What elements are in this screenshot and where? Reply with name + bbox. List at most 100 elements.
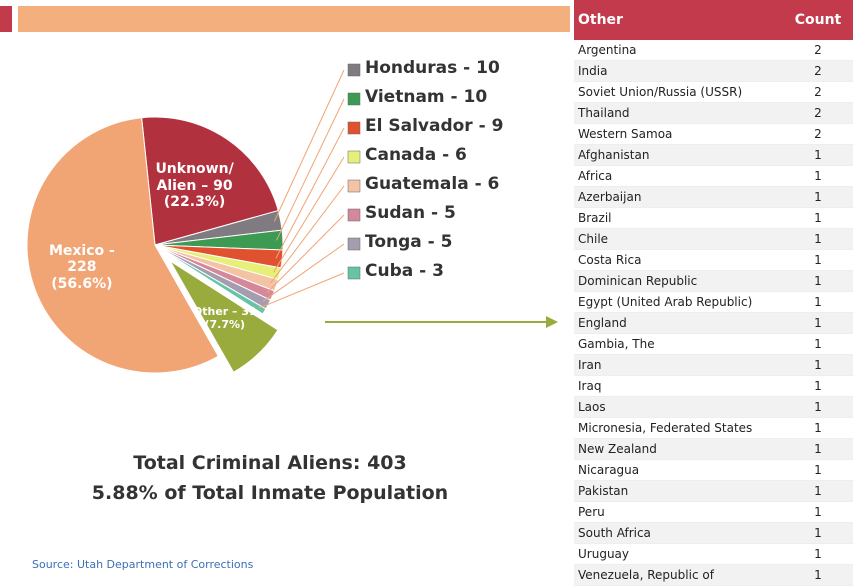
table-cell: 1: [814, 295, 822, 309]
table-cell: Thailand: [578, 106, 630, 120]
table-cell: 1: [814, 190, 822, 204]
table-cell: 1: [814, 337, 822, 351]
table-cell: 1: [814, 568, 822, 582]
table-row: India 2: [574, 61, 853, 82]
total-note: Total Criminal Aliens: 403: [133, 452, 407, 474]
table-row: Costa Rica 1: [574, 250, 853, 271]
table-cell: 1: [814, 400, 822, 414]
table-cell: South Africa: [578, 526, 651, 540]
table-row: South Africa 1: [574, 523, 853, 544]
table-cell: 2: [814, 106, 822, 120]
legend-label: El Salvador - 9: [365, 116, 504, 136]
table-row: England 1: [574, 313, 853, 334]
table-row: Uruguay 1: [574, 544, 853, 565]
leader-line: [275, 127, 345, 259]
slice-label: Other – 31 (7.7%): [192, 304, 257, 331]
legend-swatch: [347, 63, 361, 77]
leader-line: [258, 272, 345, 309]
table-row: Pakistan 1: [574, 481, 853, 502]
table: Other Count Argentina 2 India 2 Soviet Union/R…: [574, 0, 853, 586]
table-cell: 1: [814, 358, 822, 372]
slice-label: Unknown/ Alien – 90 (22.3%): [155, 160, 234, 211]
table-cell: India: [578, 64, 608, 78]
share-note: 5.88% of Total Inmate Population: [91, 482, 449, 504]
table-row: Venezuela, Republic of 1: [574, 565, 853, 586]
header-accent: [0, 6, 12, 32]
table-row: Azerbaijan 1: [574, 187, 853, 208]
table-cell: Costa Rica: [578, 253, 642, 267]
table-row: Africa 1: [574, 166, 853, 187]
leader-line: [276, 98, 345, 241]
table-row: Egypt (United Arab Republic) 1: [574, 292, 853, 313]
legend-swatch: [347, 92, 361, 106]
table-cell: Soviet Union/Russia (USSR): [578, 85, 743, 99]
leader-line: [266, 214, 345, 294]
pie-slice: [141, 116, 279, 246]
leader-line: [273, 156, 345, 273]
table-row: Nicaragua 1: [574, 460, 853, 481]
table-cell: Peru: [578, 505, 605, 519]
table-row: Laos 1: [574, 397, 853, 418]
legend-label: Tonga - 5: [365, 232, 453, 252]
table-row: New Zealand 1: [574, 439, 853, 460]
table-row: Western Samoa 2: [574, 124, 853, 145]
table-cell: Iraq: [578, 379, 602, 393]
table-cell: Afghanistan: [578, 148, 650, 162]
legend-label: Sudan - 5: [365, 203, 456, 223]
table-cell: 2: [814, 127, 822, 141]
table-cell: England: [578, 316, 627, 330]
table-cell: 1: [814, 232, 822, 246]
table-cell: Egypt (United Arab Republic): [578, 295, 753, 309]
header-cell: Other: [578, 12, 623, 28]
table-cell: 1: [814, 379, 822, 393]
table-row: Gambia, The 1: [574, 334, 853, 355]
legend-swatch: [347, 237, 361, 251]
table-cell: 1: [814, 169, 822, 183]
table-row: Micronesia, Federated States 1: [574, 418, 853, 439]
pie-slice: [26, 117, 220, 374]
source: Source: Utah Department of Corrections: [32, 558, 254, 571]
table-row: Iran 1: [574, 355, 853, 376]
table-cell: 1: [814, 148, 822, 162]
table-row: Brazil 1: [574, 208, 853, 229]
table-cell: 2: [814, 43, 822, 57]
table-cell: Azerbaijan: [578, 190, 642, 204]
table-row: Dominican Republic 1: [574, 271, 853, 292]
chart: [0, 6, 570, 374]
slice-label: Mexico - 228 (56.6%): [48, 242, 115, 293]
table-cell: Western Samoa: [578, 127, 673, 141]
table-row: Chile 1: [574, 229, 853, 250]
table-cell: 1: [814, 253, 822, 267]
table-cell: 1: [814, 505, 822, 519]
table-row: Afghanistan 1: [574, 145, 853, 166]
header-bar: [18, 6, 570, 32]
table-cell: 1: [814, 421, 822, 435]
legend-swatch: [347, 121, 361, 135]
table-cell: Africa: [578, 169, 613, 183]
table-cell: 1: [814, 547, 822, 561]
table-cell: Brazil: [578, 211, 612, 225]
table-cell: 1: [814, 316, 822, 330]
pie-slice: [154, 244, 267, 315]
table-cell: 1: [814, 526, 822, 540]
header-cell: Count: [794, 12, 842, 28]
legend-swatch: [347, 150, 361, 164]
pie-slice: [169, 260, 279, 373]
leader-line: [270, 185, 345, 284]
table-cell: 1: [814, 484, 822, 498]
table-cell: Dominican Republic: [578, 274, 698, 288]
legend-label: Vietnam - 10: [365, 87, 488, 107]
table-row: Thailand 2: [574, 103, 853, 124]
legend-swatch: [347, 266, 361, 280]
legend-label: Canada - 6: [365, 145, 467, 165]
table-cell: Uruguay: [578, 547, 629, 561]
table-cell: Chile: [578, 232, 609, 246]
leader-line: [273, 69, 345, 222]
table-cell: 1: [814, 463, 822, 477]
table-cell: Micronesia, Federated States: [578, 421, 753, 435]
table-cell: 1: [814, 211, 822, 225]
table-cell: 2: [814, 64, 822, 78]
table-cell: Gambia, The: [578, 337, 655, 351]
table-cell: Pakistan: [578, 484, 629, 498]
